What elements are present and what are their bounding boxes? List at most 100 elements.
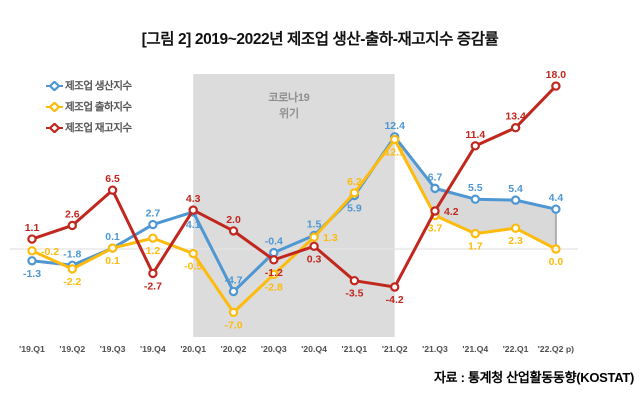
x-axis-label: '19.Q1 [19,344,45,354]
marker-shipment [269,269,279,280]
marker-shipment [510,223,521,233]
marker-shipment [188,248,198,259]
data-label-inventory: 4.3 [186,193,201,205]
x-axis-label: '19.Q4 [140,344,166,354]
x-axis-label: '21.Q3 [422,344,448,354]
data-label-production: -0.4 [265,236,283,248]
marker-inventory [107,185,118,195]
marker-production [551,204,561,214]
data-label-inventory: -2.7 [144,280,162,292]
series-line-shipment [30,137,558,314]
x-axis-label: '20.Q2 [221,344,247,354]
marker-shipment [551,244,561,254]
legend-label-inventory: 제조업 재고지수 [65,122,132,134]
data-label-production: 5.9 [347,203,362,215]
x-axis-label: '20.Q3 [261,344,287,354]
data-label-production: -1.3 [23,268,41,280]
marker-inventory [510,123,521,133]
legend-label-shipment: 제조업 출하지수 [65,101,132,113]
marker-inventory [430,206,440,216]
x-axis-label: '20.Q1 [180,344,206,354]
marker-shipment [27,246,37,256]
marker-inventory [551,81,561,91]
marker-shipment [390,134,400,145]
marker-inventory [349,275,360,286]
x-axis-label: '21.Q1 [342,344,368,354]
data-label-inventory: 0.3 [307,253,322,265]
line-diamond-marker-icon [46,101,63,112]
covid-band [193,74,395,337]
marker-production [27,256,37,266]
data-label-inventory: -4.2 [386,294,404,306]
x-axis-label: '20.Q4 [301,344,327,354]
data-label-inventory: -1.2 [265,267,283,279]
data-label-shipment: -7.0 [224,319,242,331]
production-shipment-gap-fill [394,136,556,249]
data-label-shipment: 3.7 [428,223,443,235]
marker-inventory [269,255,279,265]
marker-production [148,219,158,230]
legend-item-shipment: 제조업 출하지수 [46,96,132,117]
marker-shipment [148,233,158,243]
line-diamond-marker-icon [46,122,63,133]
data-label-shipment: 1.2 [146,245,161,257]
marker-shipment [107,243,118,253]
data-label-shipment: 12.1 [384,146,405,158]
covid-band-label: 위기 [279,106,299,120]
marker-production [430,183,440,194]
marker-inventory [470,141,480,151]
marker-shipment [67,264,78,274]
marker-inventory [228,226,239,236]
marker-inventory [309,241,319,251]
chart-legend: 제조업 생산지수 제조업 출하지수 제조업 재고지수 [46,75,132,138]
data-label-production: 1.5 [307,218,322,230]
legend-label-production: 제조업 생산지수 [65,80,132,92]
legend-item-production: 제조업 생산지수 [46,75,132,96]
marker-shipment [349,188,360,198]
x-axis-label: '19.Q3 [100,344,126,354]
data-label-inventory: 13.4 [505,111,526,123]
data-label-inventory: 18.0 [546,69,567,81]
data-label-shipment: -0.2 [41,246,59,258]
line-diamond-marker-icon [46,80,63,91]
x-axis-label: '22.Q2 p) [538,344,574,354]
data-label-inventory: 1.1 [25,222,40,234]
marker-shipment [470,228,480,239]
x-axis-label: '19.Q2 [59,344,85,354]
series-line-production [30,135,558,294]
source-caption: 자료 : 통계청 산업활동동향(KOSTAT) [434,370,634,385]
data-label-inventory: -3.5 [345,288,363,300]
data-label-shipment: 1.3 [323,232,338,244]
covid-band-label: 코로나19 [268,90,309,104]
data-label-inventory: 4.2 [444,206,459,218]
marker-production [470,194,480,204]
data-label-inventory: 2.0 [226,214,241,226]
legend-item-inventory: 제조업 재고지수 [46,117,132,138]
data-label-production: 0.1 [105,231,120,243]
data-label-production: -1.8 [63,248,81,260]
data-label-inventory: 2.6 [65,208,80,220]
series-line-inventory [30,84,558,289]
marker-shipment [309,232,319,242]
data-label-production: 2.7 [146,208,161,220]
data-label-shipment: 6.2 [347,176,362,188]
marker-inventory [67,220,78,231]
data-label-production: 4.1 [186,219,201,231]
data-label-production: 5.4 [508,183,523,195]
data-label-shipment: -0.5 [184,261,202,273]
x-axis-label: '21.Q2 [382,344,408,354]
data-label-production: -4.7 [224,275,242,287]
data-label-production: 4.4 [549,192,564,204]
marker-inventory [148,268,158,279]
marker-production [510,195,521,205]
marker-production [269,247,279,258]
data-label-shipment: -2.2 [63,276,81,288]
marker-inventory [188,205,198,215]
data-label-production: 5.5 [468,182,483,194]
marker-shipment [228,307,239,318]
data-label-production: 12.4 [384,120,405,132]
data-label-production: 6.7 [428,171,443,183]
data-label-shipment: 0.1 [105,255,120,267]
data-label-shipment: -2.8 [265,281,283,293]
